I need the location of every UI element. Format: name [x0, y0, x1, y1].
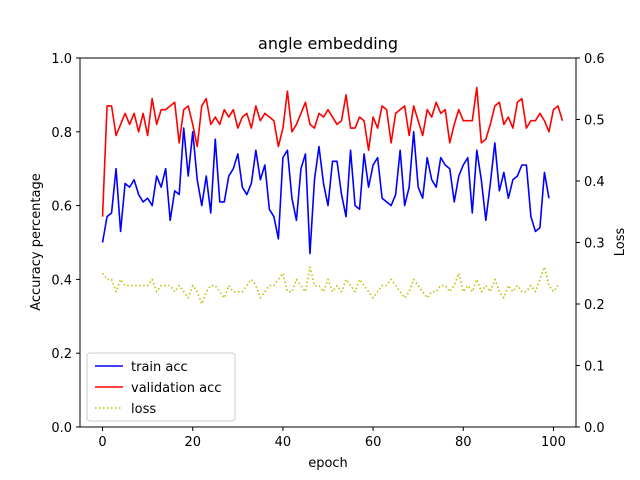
- chart-title: angle embedding: [258, 34, 398, 53]
- legend-box: [86, 352, 236, 422]
- series-layer: [101, 86, 564, 305]
- y-tick-label: 0.2: [51, 347, 72, 362]
- series-line-loss: [101, 266, 559, 305]
- y-tick-label: 0.0: [51, 421, 72, 436]
- y2-tick-label: 0.0: [584, 421, 605, 436]
- y2-tick-label: 0.2: [584, 298, 605, 313]
- y2-tick-label: 0.5: [584, 114, 605, 129]
- x-axis-label: epoch: [308, 456, 348, 471]
- x-tick-label: 60: [365, 435, 382, 450]
- legend: train acc validation acc loss: [86, 352, 236, 422]
- y2-tick-label: 0.1: [584, 360, 605, 375]
- y2-tick-label: 0.6: [584, 52, 605, 67]
- legend-label-loss: loss: [131, 402, 156, 417]
- x-tick-label: 40: [275, 435, 292, 450]
- axes-layer: 0 20 40 60 80 100 0.0 0.2 0.4 0.6 0.8 1.0 0.0 0.1 0.2 0…: [51, 52, 604, 450]
- y-axis-label: Accuracy percentage: [29, 173, 44, 311]
- y-tick-label: 0.4: [51, 273, 72, 288]
- y2-tick-label: 0.4: [584, 175, 605, 190]
- y-tick-label: 1.0: [51, 52, 72, 67]
- series-line-train-acc: [101, 127, 550, 255]
- y-tick-label: 0.6: [51, 200, 72, 215]
- y2-axis-label: Loss: [613, 228, 628, 257]
- x-tick-label: 100: [541, 435, 566, 450]
- y-tick-label: 0.8: [51, 126, 72, 141]
- y2-tick-label: 0.3: [584, 237, 605, 252]
- legend-label-train-acc: train acc: [131, 360, 188, 375]
- x-tick-label: 20: [184, 435, 201, 450]
- series-line-validation-acc: [101, 86, 564, 217]
- x-tick-label: 0: [98, 435, 106, 450]
- legend-label-validation-acc: validation acc: [131, 381, 221, 396]
- x-tick-label: 80: [455, 435, 472, 450]
